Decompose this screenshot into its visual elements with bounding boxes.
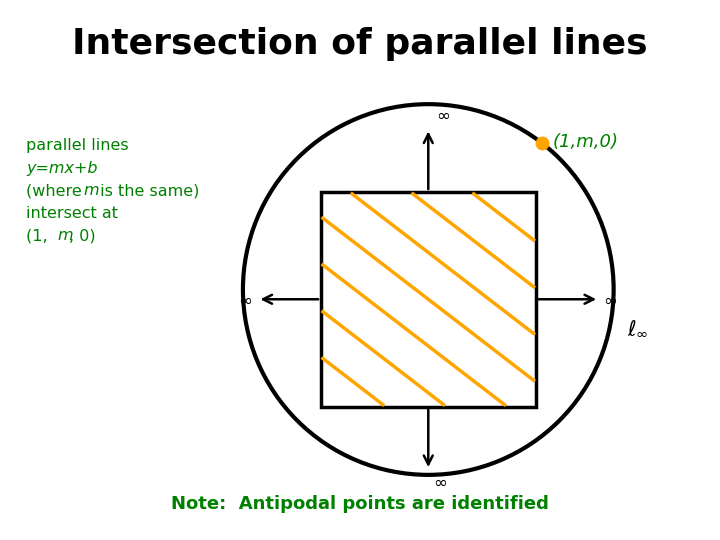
Text: (where: (where [27, 183, 87, 198]
Text: intersect at: intersect at [27, 206, 118, 221]
Text: Intersection of parallel lines: Intersection of parallel lines [72, 26, 648, 60]
Text: ∞: ∞ [433, 474, 447, 492]
Text: is the same): is the same) [94, 183, 199, 198]
Bar [321, 192, 536, 407]
Text: ∞: ∞ [238, 292, 252, 310]
Text: $\ell_\infty$: $\ell_\infty$ [627, 319, 649, 339]
Text: (1,m,0): (1,m,0) [552, 132, 618, 151]
Text: y=mx+b: y=mx+b [27, 161, 98, 176]
Text: (1,: (1, [27, 228, 53, 243]
Text: ∞: ∞ [436, 106, 450, 125]
Text: m: m [58, 228, 73, 243]
Text: , 0): , 0) [69, 228, 96, 243]
Text: m: m [83, 183, 99, 198]
Text: Note:  Antipodal points are identified: Note: Antipodal points are identified [171, 495, 549, 513]
Text: parallel lines: parallel lines [27, 138, 129, 153]
Text: ∞: ∞ [603, 292, 617, 310]
